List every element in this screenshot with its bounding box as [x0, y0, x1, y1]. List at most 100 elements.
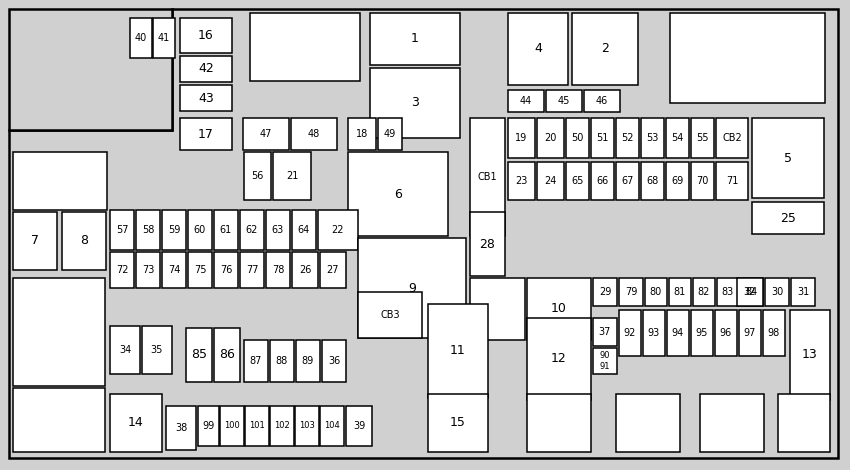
Bar [166, 406, 196, 450]
Text: 7: 7 [31, 235, 39, 248]
Text: 103: 103 [299, 422, 315, 431]
Bar [546, 90, 582, 112]
Text: 10: 10 [551, 303, 567, 315]
Text: 16: 16 [198, 29, 214, 42]
Bar [739, 310, 761, 356]
Bar [616, 162, 639, 200]
Text: 67: 67 [621, 176, 634, 186]
Text: 30: 30 [771, 287, 783, 297]
Text: CB3: CB3 [380, 310, 399, 320]
Bar [691, 310, 713, 356]
Bar [470, 278, 525, 340]
Text: CB1: CB1 [478, 172, 497, 182]
Bar [593, 318, 617, 346]
Text: 42: 42 [198, 63, 214, 76]
Text: 97: 97 [744, 328, 756, 338]
Bar [180, 85, 232, 111]
Bar [584, 90, 620, 112]
Bar [318, 210, 358, 250]
Bar [778, 394, 830, 452]
Text: 102: 102 [274, 422, 290, 431]
Text: 35: 35 [150, 345, 163, 355]
Text: 32: 32 [744, 287, 756, 297]
Bar [508, 118, 535, 158]
Bar [641, 162, 664, 200]
Bar [270, 340, 294, 382]
Text: 81: 81 [674, 287, 686, 297]
Bar [716, 118, 748, 158]
Bar [537, 162, 564, 200]
Bar [716, 162, 748, 200]
Bar [180, 56, 232, 82]
Bar [537, 118, 564, 158]
Text: 74: 74 [167, 265, 180, 275]
Bar [741, 278, 763, 306]
Bar [616, 394, 680, 452]
Polygon shape [9, 9, 172, 130]
Text: 17: 17 [198, 127, 214, 141]
Bar [13, 212, 57, 270]
Bar [13, 278, 105, 386]
Text: 83: 83 [722, 287, 734, 297]
Text: 94: 94 [672, 328, 684, 338]
Text: 101: 101 [249, 422, 265, 431]
Polygon shape [9, 9, 838, 458]
Bar [691, 162, 714, 200]
Bar [188, 210, 212, 250]
Text: 69: 69 [672, 176, 683, 186]
Text: 87: 87 [250, 356, 262, 366]
Bar [153, 18, 175, 58]
Bar [428, 394, 488, 452]
Bar [291, 118, 337, 150]
Bar [700, 394, 764, 452]
Text: 89: 89 [302, 356, 314, 366]
Bar [566, 162, 589, 200]
Text: 75: 75 [194, 265, 207, 275]
Bar [266, 252, 290, 288]
Bar [619, 310, 641, 356]
Bar [527, 278, 591, 340]
Bar [593, 348, 617, 374]
Bar [527, 318, 591, 400]
Text: 15: 15 [450, 416, 466, 430]
Bar [508, 162, 535, 200]
Text: 77: 77 [246, 265, 258, 275]
Text: 39: 39 [353, 421, 366, 431]
Text: 96: 96 [720, 328, 732, 338]
Bar [763, 310, 785, 356]
Bar [266, 210, 290, 250]
Text: 25: 25 [780, 212, 796, 225]
Text: 53: 53 [646, 133, 659, 143]
Text: 12: 12 [551, 352, 567, 366]
Text: 80: 80 [650, 287, 662, 297]
Text: 45: 45 [558, 96, 570, 106]
Text: 56: 56 [252, 171, 264, 181]
Bar [243, 118, 289, 150]
Bar [619, 278, 643, 306]
Text: 79: 79 [625, 287, 638, 297]
Bar [370, 68, 460, 138]
Bar [244, 340, 268, 382]
Bar [643, 310, 665, 356]
Bar [142, 326, 172, 374]
Text: 41: 41 [158, 33, 170, 43]
Bar [346, 406, 372, 446]
Text: 54: 54 [672, 133, 683, 143]
Bar [245, 406, 269, 446]
Text: 95: 95 [696, 328, 708, 338]
Bar [641, 118, 664, 158]
Text: 63: 63 [272, 225, 284, 235]
Text: 36: 36 [328, 356, 340, 366]
Text: 61: 61 [220, 225, 232, 235]
Bar [717, 278, 739, 306]
Text: 38: 38 [175, 423, 187, 433]
Text: 8: 8 [80, 235, 88, 248]
Bar [320, 406, 344, 446]
Text: 6: 6 [394, 188, 402, 201]
Bar [593, 278, 617, 306]
Text: 34: 34 [119, 345, 131, 355]
Text: 20: 20 [544, 133, 557, 143]
Text: 22: 22 [332, 225, 344, 235]
Text: 18: 18 [356, 129, 368, 139]
Bar [244, 152, 271, 200]
